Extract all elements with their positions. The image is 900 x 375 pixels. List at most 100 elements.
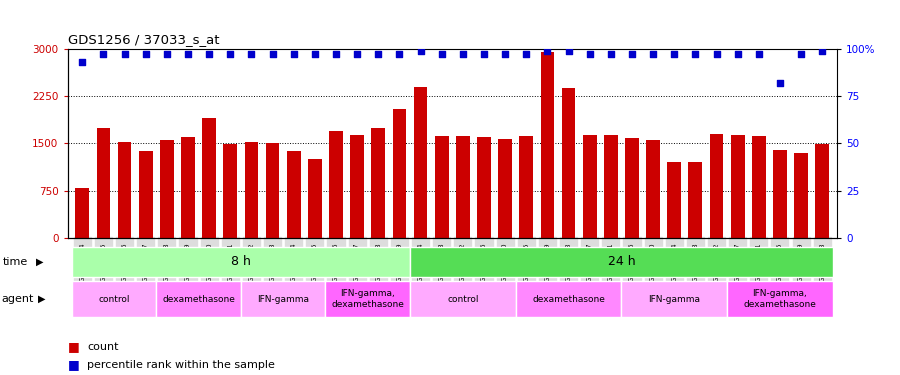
Bar	[626, 138, 639, 238]
Bar	[139, 151, 153, 238]
Point	[96, 51, 111, 57]
Text: time: time	[3, 257, 28, 267]
Point	[181, 51, 195, 57]
Bar	[414, 87, 427, 238]
Point	[625, 51, 639, 57]
Bar	[794, 153, 808, 238]
Bar	[308, 159, 321, 238]
Point	[815, 48, 830, 54]
Point	[582, 51, 597, 57]
Point	[308, 51, 322, 57]
Bar	[76, 188, 89, 238]
Bar	[72, 281, 157, 317]
Bar	[372, 128, 385, 238]
Point	[477, 51, 491, 57]
Point	[519, 51, 534, 57]
Bar	[562, 88, 575, 238]
Text: ▶: ▶	[38, 294, 45, 304]
Bar	[583, 135, 597, 238]
Bar	[516, 281, 621, 317]
Text: IFN-gamma: IFN-gamma	[257, 295, 309, 304]
Point	[202, 51, 216, 57]
Bar	[815, 144, 829, 238]
Bar	[223, 144, 237, 238]
Text: dexamethasone: dexamethasone	[162, 295, 235, 304]
Bar	[519, 136, 533, 238]
Text: agent: agent	[1, 294, 33, 304]
Point	[667, 51, 681, 57]
Point	[139, 51, 153, 57]
Bar	[202, 118, 216, 238]
Bar	[435, 136, 448, 238]
Bar	[688, 162, 702, 238]
Point	[266, 51, 280, 57]
Bar	[773, 150, 787, 238]
Text: ■: ■	[68, 340, 79, 353]
Bar	[604, 135, 617, 238]
Text: 8 h: 8 h	[231, 255, 251, 268]
Text: ▶: ▶	[36, 257, 43, 267]
Bar	[621, 281, 727, 317]
Bar	[266, 144, 279, 238]
Bar	[410, 247, 832, 277]
Bar	[329, 131, 343, 238]
Point	[392, 51, 407, 57]
Point	[223, 51, 238, 57]
Point	[413, 48, 428, 54]
Bar	[157, 281, 241, 317]
Bar	[392, 109, 406, 238]
Bar	[96, 128, 111, 238]
Point	[371, 51, 385, 57]
Text: IFN-gamma,
dexamethasone: IFN-gamma, dexamethasone	[331, 290, 404, 309]
Text: IFN-gamma: IFN-gamma	[648, 295, 700, 304]
Bar	[499, 139, 512, 238]
Text: count: count	[87, 342, 119, 352]
Point	[350, 51, 365, 57]
Point	[688, 51, 703, 57]
Point	[117, 51, 131, 57]
Bar	[160, 140, 174, 238]
Bar	[752, 136, 766, 238]
Text: percentile rank within the sample: percentile rank within the sample	[87, 360, 275, 370]
Text: control: control	[447, 295, 479, 304]
Text: 24 h: 24 h	[608, 255, 635, 268]
Bar	[709, 134, 724, 238]
Bar	[118, 142, 131, 238]
Point	[773, 80, 788, 86]
Point	[794, 51, 808, 57]
Point	[244, 51, 258, 57]
Bar	[727, 281, 832, 317]
Point	[604, 51, 618, 57]
Bar	[241, 281, 326, 317]
Point	[75, 59, 89, 65]
Bar	[410, 281, 516, 317]
Point	[562, 48, 576, 54]
Point	[435, 51, 449, 57]
Bar	[181, 137, 195, 238]
Point	[159, 51, 174, 57]
Point	[328, 51, 343, 57]
Point	[646, 51, 661, 57]
Point	[455, 51, 470, 57]
Point	[731, 51, 745, 57]
Bar	[326, 281, 410, 317]
Bar	[477, 137, 490, 238]
Point	[709, 51, 724, 57]
Bar	[456, 136, 470, 238]
Bar	[541, 52, 554, 238]
Point	[498, 51, 512, 57]
Bar	[287, 151, 301, 238]
Text: ■: ■	[68, 358, 79, 371]
Point	[286, 51, 301, 57]
Bar	[350, 135, 364, 238]
Bar	[731, 135, 744, 238]
Point	[752, 51, 766, 57]
Text: GDS1256 / 37033_s_at: GDS1256 / 37033_s_at	[68, 33, 219, 46]
Bar	[72, 247, 410, 277]
Bar	[646, 140, 660, 238]
Text: IFN-gamma,
dexamethasone: IFN-gamma, dexamethasone	[743, 290, 816, 309]
Point	[540, 48, 554, 54]
Text: dexamethasone: dexamethasone	[532, 295, 605, 304]
Bar	[245, 142, 258, 238]
Text: control: control	[98, 295, 130, 304]
